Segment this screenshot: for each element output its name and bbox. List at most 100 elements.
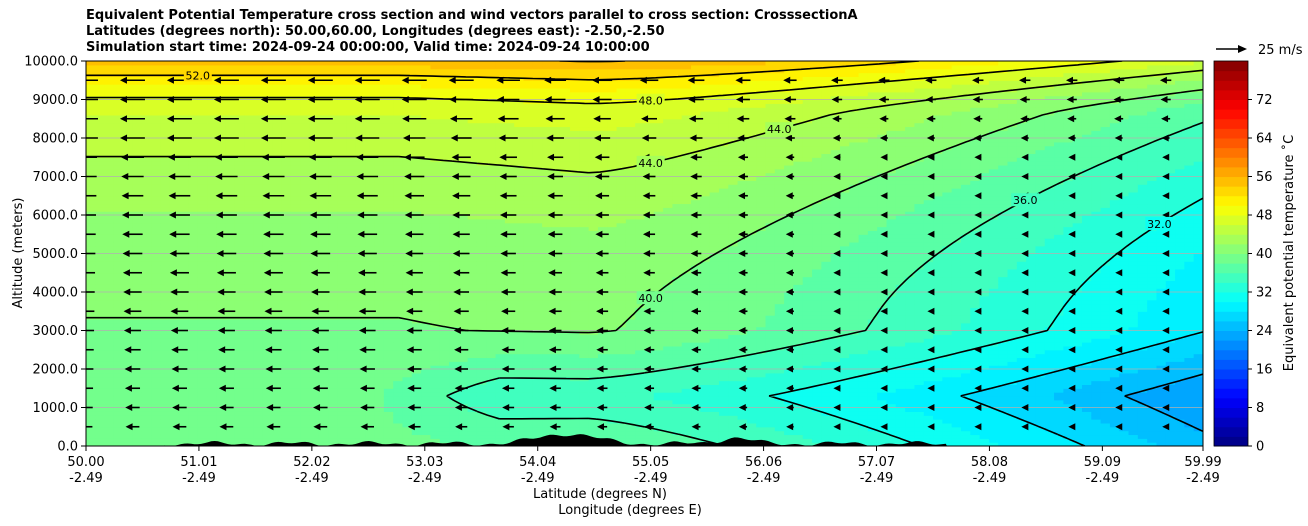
field-cell (430, 118, 441, 124)
field-cell (504, 68, 515, 74)
field-cell (253, 145, 264, 151)
field-cell (86, 99, 96, 104)
field-cell (402, 203, 413, 208)
field-cell (160, 426, 171, 432)
field-cell (132, 403, 143, 409)
field-cell (393, 87, 404, 93)
field-cell (514, 122, 525, 128)
field-cell (365, 338, 376, 343)
field-cell (179, 203, 189, 208)
field-cell (495, 272, 506, 278)
field-cell (132, 407, 143, 412)
field-cell (281, 292, 292, 297)
field-cell (113, 392, 124, 397)
field-cell (355, 218, 366, 224)
field-cell (504, 338, 515, 343)
field-cell (495, 388, 506, 393)
field-cell (179, 118, 189, 124)
field-cell (449, 230, 459, 235)
field-cell (374, 419, 385, 424)
field-cell (532, 111, 543, 116)
field-cell (504, 191, 515, 197)
field-cell (179, 141, 189, 147)
field-cell (337, 426, 348, 432)
field-cell (532, 349, 543, 355)
field-cell (160, 172, 171, 178)
field-cell (309, 292, 320, 297)
field-cell (225, 330, 236, 335)
field-cell (141, 403, 152, 409)
field-cell (207, 191, 217, 197)
field-cell (504, 257, 515, 262)
field-cell (393, 426, 404, 432)
field-cell (207, 176, 217, 181)
field-cell (346, 122, 357, 128)
field-cell (449, 226, 459, 231)
field-cell (318, 145, 329, 151)
field-cell (486, 265, 497, 270)
field-cell (169, 407, 180, 412)
field-cell (504, 203, 515, 208)
field-cell (486, 238, 497, 243)
field-cell (197, 207, 208, 212)
field-cell (272, 161, 283, 166)
field-cell (179, 295, 189, 301)
field-cell (402, 215, 413, 220)
field-cell (337, 91, 348, 97)
field-cell (272, 342, 283, 347)
field-cell (514, 315, 525, 320)
field-cell (188, 253, 199, 258)
field-cell (197, 157, 208, 162)
field-cell (290, 80, 301, 85)
field-cell (309, 392, 320, 397)
field-cell (216, 342, 227, 347)
field-cell (151, 311, 162, 316)
field-cell (504, 161, 515, 166)
field-cell (253, 118, 264, 124)
field-cell (197, 295, 208, 301)
field-cell (95, 380, 106, 385)
field-cell (309, 141, 320, 147)
field-cell (393, 153, 404, 158)
field-cell (393, 376, 404, 382)
field-cell (486, 215, 497, 220)
field-cell (151, 276, 162, 282)
field-cell (402, 238, 413, 243)
field-cell (337, 299, 348, 305)
field-cell (532, 288, 543, 293)
field-cell (495, 84, 506, 89)
field-cell (476, 322, 487, 328)
field-cell (337, 107, 348, 112)
field-cell (514, 222, 525, 228)
field-cell (160, 326, 171, 332)
field-cell (104, 326, 115, 332)
field-cell (393, 249, 404, 255)
field-cell (272, 141, 283, 147)
field-cell (458, 157, 469, 162)
field-cell (365, 334, 376, 339)
field-cell (309, 111, 320, 116)
field-cell (374, 199, 385, 205)
field-cell (216, 130, 227, 135)
field-cell (486, 326, 497, 332)
field-cell (458, 161, 469, 166)
field-cell (225, 338, 236, 343)
field-cell (383, 392, 394, 397)
field-cell (262, 222, 273, 228)
field-cell (476, 153, 487, 158)
field-cell (234, 141, 245, 147)
field-cell (355, 68, 366, 74)
field-cell (328, 376, 338, 382)
field-cell (95, 261, 106, 266)
field-cell (197, 415, 208, 420)
field-cell (337, 395, 348, 401)
field-cell (383, 122, 394, 128)
field-cell (449, 238, 459, 243)
field-cell (207, 107, 217, 112)
field-cell (514, 157, 525, 162)
field-cell (179, 334, 189, 339)
field-cell (337, 280, 348, 285)
field-cell (467, 84, 478, 89)
field-cell (281, 218, 292, 224)
field-cell (160, 365, 171, 370)
